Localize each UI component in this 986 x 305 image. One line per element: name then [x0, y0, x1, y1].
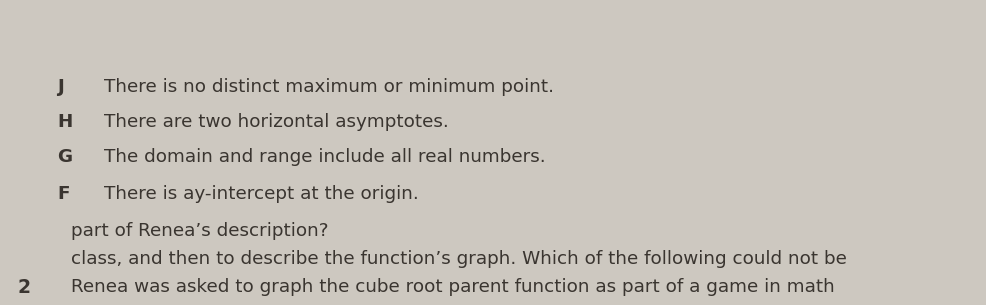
Text: There is a​y-intercept at the origin.: There is a​y-intercept at the origin.	[104, 185, 418, 203]
Text: F: F	[57, 185, 70, 203]
Text: Renea was asked to graph the cube root parent function as part of a game in math: Renea was asked to graph the cube root p…	[71, 278, 835, 296]
Text: The domain and range include all real numbers.: The domain and range include all real nu…	[104, 148, 545, 166]
Text: J: J	[57, 78, 64, 96]
Text: There is no distinct maximum or minimum point.: There is no distinct maximum or minimum …	[104, 78, 553, 96]
Text: 2: 2	[18, 278, 31, 297]
Text: class, and then to describe the function’s graph. Which of the following could n: class, and then to describe the function…	[71, 250, 847, 268]
Text: There are two horizontal asymptotes.: There are two horizontal asymptotes.	[104, 113, 449, 131]
Text: H: H	[57, 113, 73, 131]
Text: part of Renea’s description?: part of Renea’s description?	[71, 222, 328, 240]
Text: G: G	[57, 148, 72, 166]
